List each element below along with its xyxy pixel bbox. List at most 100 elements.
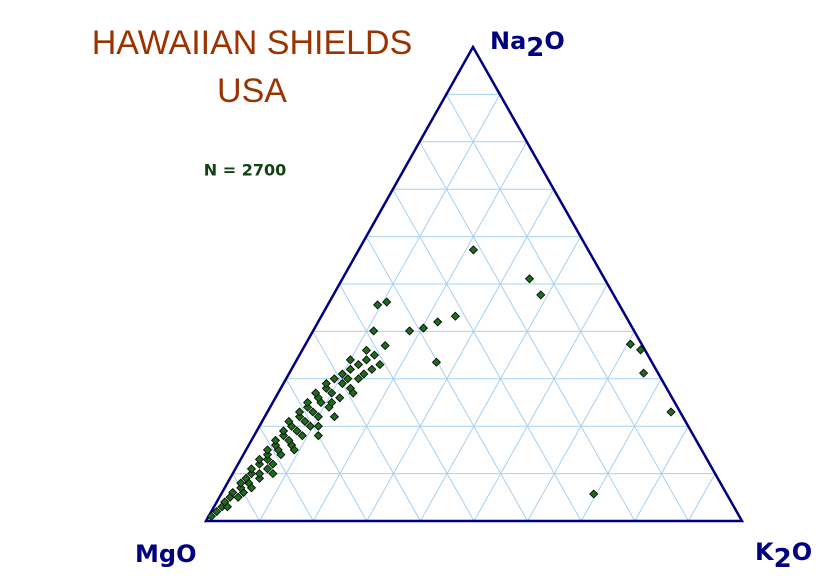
data-point [353,360,363,370]
data-point [270,435,281,445]
data-point [228,487,238,498]
data-point [327,388,337,398]
data-point [292,426,302,436]
data-point [536,290,546,300]
data-point [404,326,415,336]
data-point [345,364,355,374]
data-point [639,368,649,378]
grid-line [312,331,421,522]
data-point [373,300,383,310]
data-point [468,245,478,255]
data-point [206,511,216,521]
data-point [625,339,635,349]
grid-line [445,94,689,522]
data-point [236,483,246,493]
chart-title: HAWAIIAN SHIELDS [92,24,413,62]
data-point [297,431,307,441]
data-point [246,464,257,474]
data-point [313,431,323,441]
data-point [361,345,372,355]
data-point [303,402,313,412]
data-point [369,326,379,336]
data-point [270,440,281,450]
data-point [382,297,392,307]
data-point [284,416,294,427]
data-point [321,383,331,393]
data-point [254,469,265,479]
chart-subtitle: USA [217,72,287,110]
data-point [367,364,377,374]
data-point [295,412,305,422]
data-point [284,435,294,445]
data-point [343,374,353,384]
grid-line [580,378,662,522]
data-point [369,350,380,360]
data-point [329,412,339,422]
data-point [311,388,321,398]
grid-line [634,425,689,522]
vertex-label: MgO [135,540,196,568]
annotation: N = 2700 [204,161,286,180]
data-point [353,374,364,384]
grid-line [473,283,608,522]
data-point [380,341,390,351]
data-point [335,393,345,403]
data-point [303,397,313,408]
grid-line [527,331,635,522]
vertex-label: Na2O [490,27,565,63]
data-point [300,416,310,427]
data-point [220,497,230,507]
data-point [313,412,323,422]
data-point [431,357,441,367]
data-point [241,473,251,483]
data-point [321,378,331,389]
data-point [289,445,299,455]
grid-line [366,188,555,522]
grid-line [259,94,501,522]
data-point [589,489,599,499]
grid-line [687,473,716,522]
data-point [375,360,385,370]
data-point [262,450,273,460]
data-point [268,469,278,479]
data-point [313,421,323,431]
data-point [636,345,646,355]
data-point [246,469,257,479]
data-point [337,378,347,389]
data-point [254,473,265,483]
data-point [262,464,273,474]
data-point [295,407,305,417]
grid-line [232,473,261,522]
data-point [254,454,265,464]
data-point [418,323,429,333]
triangle-frame [203,44,745,523]
data-point [450,311,460,321]
data-point [305,421,315,431]
data-point [361,355,372,365]
data-point [348,388,358,398]
grid-line [285,378,368,522]
data-point [236,478,246,488]
grid-line [258,425,314,522]
data-point [329,374,339,384]
data-point [327,397,337,408]
vertex-label: K2O [755,538,812,574]
grid-line [339,283,475,522]
data-point [262,445,273,455]
data-point [268,459,278,469]
data-point [345,355,355,365]
data-point [666,407,676,417]
data-point [308,407,318,417]
grid-line [392,188,582,522]
data-point [278,426,289,436]
data-point [262,454,273,464]
data-point [233,492,243,502]
data-point [433,317,443,327]
data-point [524,274,535,284]
data-point [254,459,265,469]
data-point [337,369,347,379]
data-point [359,369,369,379]
data-point [212,506,222,517]
data-point [278,431,289,441]
